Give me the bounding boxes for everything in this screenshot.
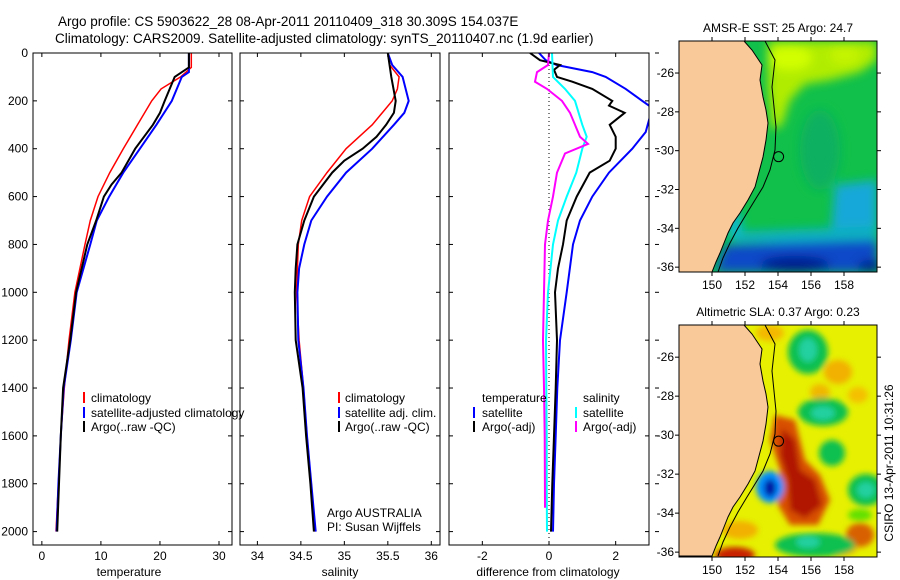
sst-map-title: AMSR-E SST: 25 Argo: 24.7: [703, 21, 853, 35]
sst-map: AMSR-E SST: 25 Argo: 24.7 150 152 154 156 15…: [657, 21, 881, 292]
x-tick-label: 35.5: [376, 549, 400, 563]
argo-float-position-marker: [773, 435, 785, 447]
lon-tick-label: 156: [801, 278, 821, 292]
legend-label: satellite adj. clim.: [345, 406, 436, 420]
lat-tick-label: -36: [657, 260, 675, 274]
x-tick-label: -2: [477, 549, 488, 563]
lon-tick-label: 158: [834, 278, 854, 292]
legend-label: Argo(-adj): [482, 420, 535, 434]
sst-field: [679, 41, 877, 272]
x-tick-label: 30: [212, 549, 226, 563]
lat-tick-label: -30: [657, 428, 675, 442]
legend-label: satellite: [482, 406, 523, 420]
lon-tick-label: 154: [768, 278, 788, 292]
legend-label: satellite: [583, 406, 624, 420]
x-tick-label: 0: [39, 549, 46, 563]
x-tick-label: 0: [546, 549, 553, 563]
lon-tick-label: 156: [801, 563, 821, 577]
difference-axes-frame: [448, 52, 650, 546]
lat-tick-label: -28: [657, 389, 675, 403]
salinity-xlabel: salinity: [322, 565, 359, 579]
y-tick-label: 1800: [1, 477, 28, 491]
x-tick-label: 35: [338, 549, 352, 563]
figure-title-line2: Climatology: CARS2009. Satellite-adjuste…: [55, 31, 594, 46]
lat-tick-label: -26: [657, 66, 675, 80]
temperature-panel: 0 10 20 30 0 200 400 600 800 1000 1200 1400 1600 1800…: [1, 46, 244, 579]
lon-tick-label: 158: [834, 563, 854, 577]
x-tick-label: 10: [94, 549, 108, 563]
temperature-series: [55, 53, 193, 532]
series-line-temperature-argo-adj-: [529, 53, 627, 532]
y-tick-label: 800: [8, 237, 28, 251]
x-tick-label: 34.5: [289, 549, 313, 563]
x-tick-label: 2: [612, 549, 619, 563]
lat-tick-label: -32: [657, 183, 675, 197]
lon-tick-label: 152: [735, 278, 755, 292]
legend-label: Argo(..raw -QC): [91, 420, 176, 434]
sla-map: Altimetric SLA: 0.37 Argo: 0.23: [657, 305, 881, 577]
figure-title-line1: Argo profile: CS 5903622_28 08-Apr-2011 …: [58, 14, 518, 29]
y-tick-label: 1200: [1, 333, 28, 347]
lat-tick-label: -36: [657, 545, 675, 559]
y-tick-label: 600: [8, 190, 28, 204]
lon-tick-label: 152: [735, 563, 755, 577]
lat-tick-label: -28: [657, 105, 675, 119]
legend-label: Argo(-adj): [583, 420, 636, 434]
legend-label: climatology: [91, 391, 151, 405]
lat-tick-label: -34: [657, 221, 675, 235]
principal-investigator-label: PI: Susan Wijffels: [327, 520, 421, 534]
series-line-salinity-satellite: [544, 53, 588, 532]
lat-tick-label: -26: [657, 350, 675, 364]
legend-header-temperature: temperature: [482, 391, 547, 405]
salinity-axes-frame: [239, 52, 441, 546]
legend-label: climatology: [345, 391, 405, 405]
series-line-climatology: [295, 53, 400, 532]
difference-ticks: -2 0 2: [449, 52, 659, 563]
sla-map-ticks: 150 152 154 156 158 -26 -28 -30 -32 -34 -36: [657, 321, 881, 577]
legend-label: satellite-adjusted climatology: [91, 406, 244, 420]
y-tick-label: 400: [8, 142, 28, 156]
lon-tick-label: 150: [702, 563, 722, 577]
series-line-satellite-adj-clim-: [296, 53, 410, 532]
y-tick-label: 0: [21, 46, 28, 60]
lon-tick-label: 150: [702, 278, 722, 292]
y-tick-label: 200: [8, 94, 28, 108]
y-tick-label: 1400: [1, 381, 28, 395]
series-line-argo-raw-qc-: [56, 53, 190, 532]
lat-tick-label: -34: [657, 506, 675, 520]
sla-map-title: Altimetric SLA: 0.37 Argo: 0.23: [696, 305, 860, 319]
difference-legend: temperature salinity satellite Argo(-adj…: [473, 391, 636, 434]
argo-program-label: Argo AUSTRALIA: [327, 506, 422, 520]
temperature-axes-frame: [32, 52, 233, 546]
difference-xlabel: difference from climatology: [476, 565, 619, 579]
series-line-argo-raw-qc-: [293, 53, 397, 532]
x-tick-label: 36: [425, 549, 439, 563]
difference-series: [529, 53, 649, 532]
sla-field: [679, 325, 877, 557]
legend-label: Argo(..raw -QC): [345, 420, 430, 434]
salinity-ticks: 34 34.5 35 35.5 36: [240, 52, 440, 563]
series-line-temperature-satellite: [538, 53, 649, 532]
series-line-salinity-argo-adj-: [533, 53, 590, 508]
difference-panel: -2 0 2 difference from climatology tempera…: [448, 52, 659, 579]
sst-map-ticks: 150 152 154 156 158 -26 -28 -30 -32 -34 -36: [657, 37, 881, 292]
y-tick-label: 1000: [1, 285, 28, 299]
salinity-legend: climatology satellite adj. clim. Argo(..…: [338, 391, 436, 434]
temperature-xlabel: temperature: [97, 565, 162, 579]
temperature-legend: climatology satellite-adjusted climatolo…: [83, 391, 244, 434]
y-tick-label: 2000: [1, 525, 28, 539]
lat-tick-label: -32: [657, 467, 675, 481]
y-tick-label: 1600: [1, 429, 28, 443]
salinity-series: [293, 53, 410, 532]
generation-timestamp: CSIRO 13-Apr-2011 10:31:26: [882, 384, 896, 542]
lat-tick-label: -30: [657, 144, 675, 158]
x-tick-label: 20: [153, 549, 167, 563]
salinity-panel: 34 34.5 35 35.5 36 salinity climatology sate…: [239, 52, 441, 579]
temperature-ticks: 0 10 20 30 0 200 400 600 800 1000 1200 1400 1600 1800…: [1, 46, 232, 563]
x-tick-label: 34: [251, 549, 265, 563]
lon-tick-label: 154: [768, 563, 788, 577]
legend-header-salinity: salinity: [583, 391, 620, 405]
argo-float-position-marker: [773, 151, 785, 163]
